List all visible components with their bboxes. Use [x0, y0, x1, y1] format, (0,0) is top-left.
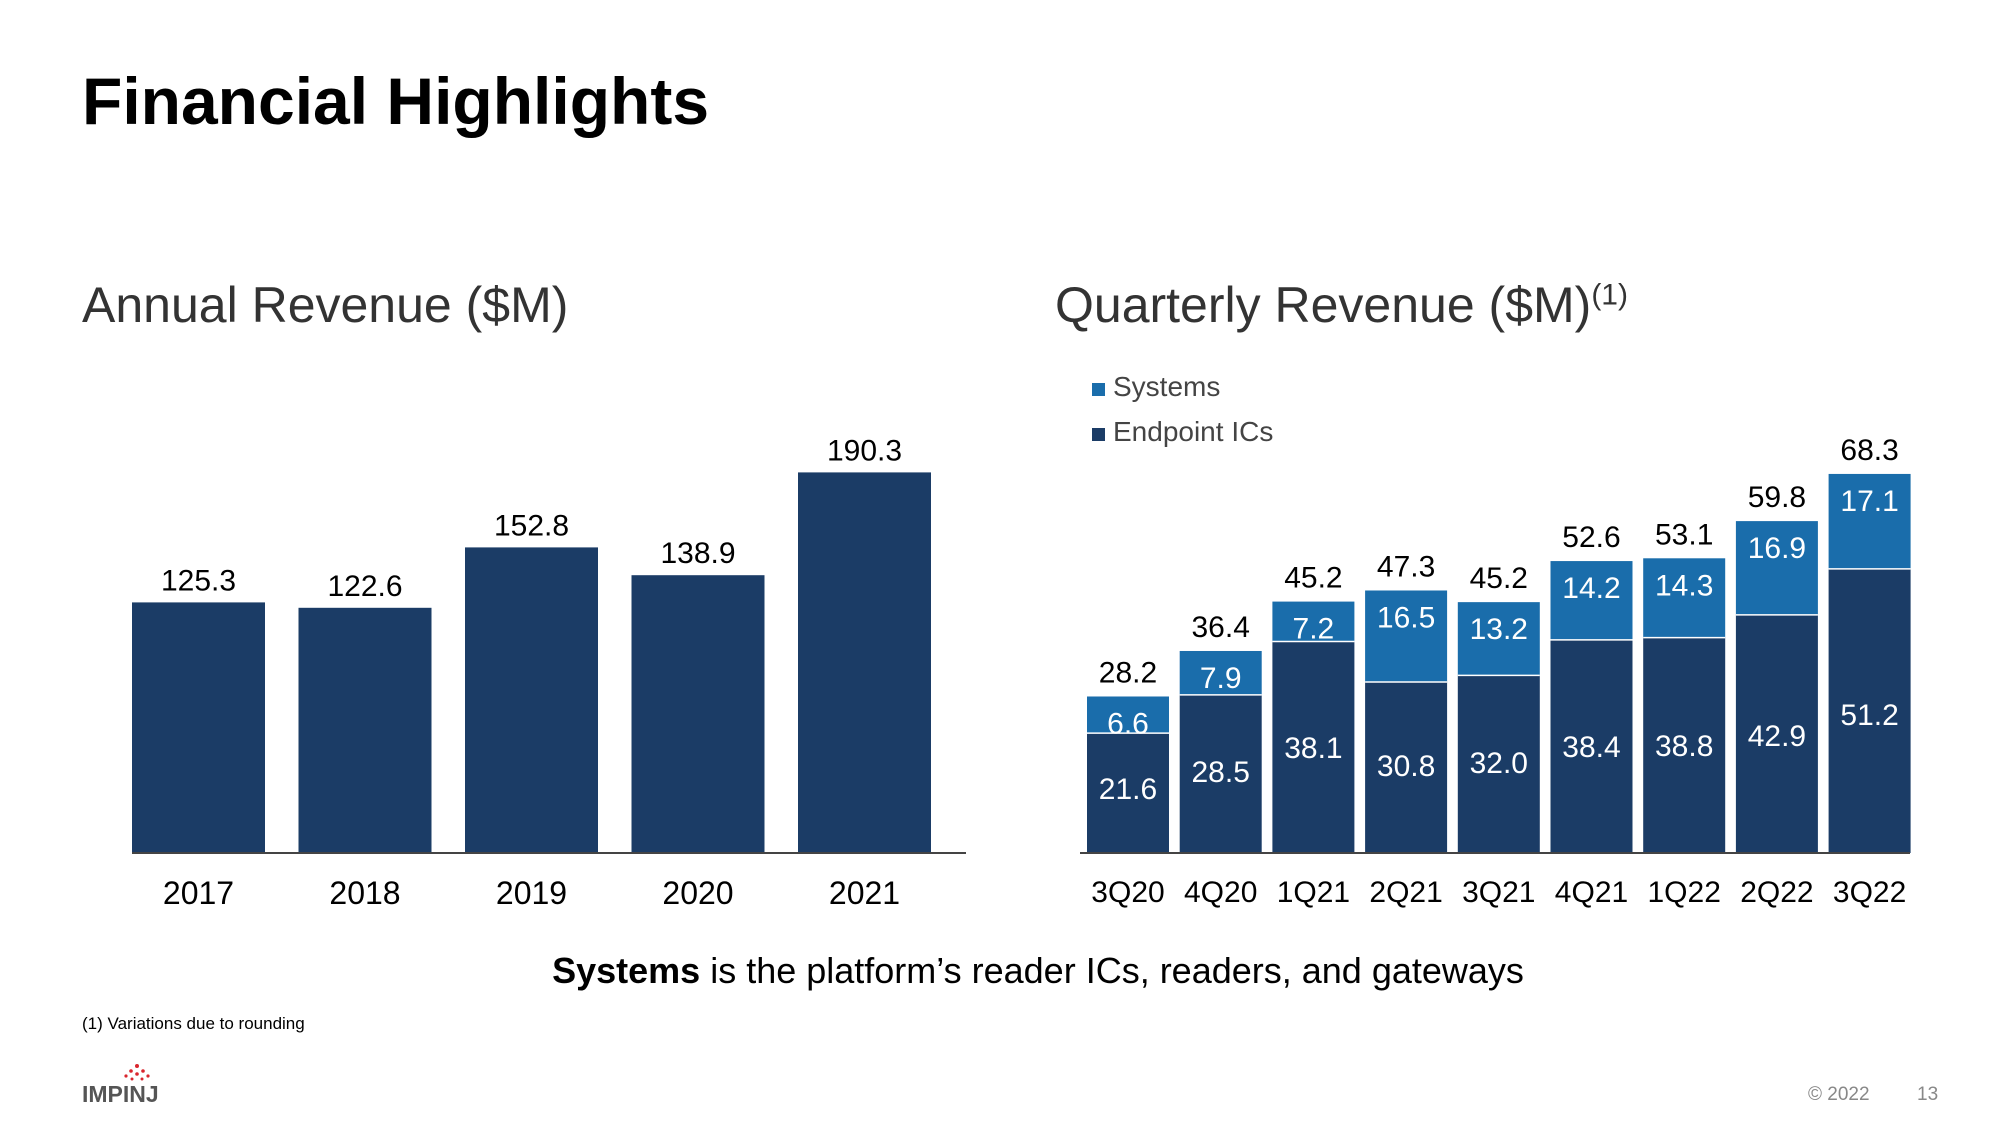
- quarterly-x-tick-1Q22: 1Q22: [1648, 876, 1721, 909]
- quarterly-total-label-4Q21: 52.6: [1562, 521, 1620, 554]
- page-title: Financial Highlights: [82, 64, 710, 138]
- annual-bar-2020: [631, 575, 765, 853]
- quarterly-systems-label-1Q22: 14.3: [1655, 569, 1713, 602]
- legend-label-systems: Systems: [1113, 371, 1220, 402]
- legend-swatch-systems: [1092, 383, 1105, 396]
- annual-value-label-2021: 190.3: [827, 434, 902, 467]
- page-number: 13: [1917, 1084, 1939, 1105]
- quarterly-systems-label-2Q21: 16.5: [1377, 601, 1435, 634]
- quarterly-total-label-2Q22: 59.8: [1748, 481, 1806, 514]
- quarterly-x-tick-2Q22: 2Q22: [1740, 876, 1813, 909]
- quarterly-bar-systems-3Q21: [1457, 602, 1540, 676]
- quarterly-total-label-2Q21: 47.3: [1377, 550, 1435, 583]
- quarterly-x-tick-4Q21: 4Q21: [1555, 876, 1628, 909]
- quarterly-bar-endpoint-2Q21: [1365, 682, 1448, 853]
- quarterly-revenue-chart: Systems Endpoint ICs 6.6 21.6 28.2 3Q20 7.9 28.…: [1080, 371, 1911, 909]
- annual-value-label-2018: 122.6: [327, 570, 402, 603]
- quarterly-bar-systems-3Q22: [1828, 473, 1911, 569]
- quarterly-total-label-4Q20: 36.4: [1192, 611, 1250, 644]
- quarterly-systems-label-4Q20: 7.9: [1200, 662, 1242, 695]
- quarterly-bar-endpoint-3Q20: [1087, 733, 1169, 853]
- quarterly-bar-endpoint-1Q21: [1272, 641, 1355, 853]
- quarterly-bar-systems-2Q21: [1365, 590, 1448, 683]
- quarterly-x-tick-4Q20: 4Q20: [1184, 876, 1257, 909]
- annual-value-label-2020: 138.9: [660, 537, 735, 570]
- logo-wordmark: IMPINJ: [82, 1081, 159, 1104]
- annual-x-tick-2017: 2017: [163, 875, 234, 911]
- quarterly-bar-endpoint-2Q22: [1735, 614, 1818, 853]
- quarterly-bar-endpoint-4Q20: [1179, 694, 1262, 853]
- annual-x-tick-2021: 2021: [829, 875, 900, 911]
- legend-swatch-endpoint-ics: [1092, 428, 1105, 441]
- quarterly-bar-systems-2Q22: [1735, 521, 1818, 615]
- quarterly-chart-title-footnote-mark: (1): [1591, 278, 1628, 312]
- systems-definition-note: Systems is the platform’s reader ICs, re…: [552, 950, 1524, 992]
- quarterly-systems-label-3Q21: 13.2: [1470, 613, 1528, 646]
- quarterly-endpoint-label-3Q22: 51.2: [1840, 699, 1898, 732]
- copyright: © 2022: [1808, 1084, 1870, 1105]
- quarterly-x-tick-3Q21: 3Q21: [1462, 876, 1535, 909]
- annual-x-tick-2020: 2020: [662, 875, 733, 911]
- quarterly-chart-title: Quarterly Revenue ($M)(1): [1055, 280, 1628, 330]
- annual-bar-2017: [132, 602, 265, 853]
- quarterly-x-tick-1Q21: 1Q21: [1277, 876, 1350, 909]
- quarterly-systems-label-3Q22: 17.1: [1840, 485, 1898, 518]
- quarterly-bar-systems-4Q21: [1550, 561, 1633, 640]
- quarterly-endpoint-label-3Q21: 32.0: [1470, 747, 1528, 780]
- quarterly-endpoint-label-2Q22: 42.9: [1748, 720, 1806, 753]
- annual-value-label-2019: 152.8: [494, 509, 569, 542]
- quarterly-total-label-3Q22: 68.3: [1840, 434, 1898, 467]
- quarterly-bar-endpoint-3Q22: [1828, 568, 1911, 853]
- quarterly-endpoint-label-1Q22: 38.8: [1655, 730, 1713, 763]
- annual-chart-title: Annual Revenue ($M): [82, 277, 569, 333]
- annual-bar-2021: [798, 472, 931, 853]
- annual-revenue-chart: 125.3 2017 122.6 2018 152.8 2019 138.9 2020 190.…: [132, 434, 966, 911]
- quarterly-total-label-3Q21: 45.2: [1470, 562, 1528, 595]
- quarterly-endpoint-label-2Q21: 30.8: [1377, 750, 1435, 783]
- quarterly-bar-endpoint-1Q22: [1643, 637, 1726, 853]
- quarterly-total-label-3Q20: 28.2: [1099, 656, 1157, 689]
- quarterly-systems-label-3Q20: 6.6: [1107, 707, 1149, 740]
- quarterly-systems-label-4Q21: 14.2: [1562, 572, 1620, 605]
- quarterly-systems-label-1Q21: 7.2: [1293, 613, 1335, 646]
- legend-label-endpoint-ics: Endpoint ICs: [1113, 416, 1273, 447]
- impinj-logo: IMPINJ: [82, 1064, 159, 1104]
- note-bold-term: Systems: [552, 950, 701, 991]
- annual-bar-2018: [298, 607, 432, 853]
- annual-x-tick-2019: 2019: [496, 875, 567, 911]
- quarterly-bar-systems-1Q22: [1643, 558, 1726, 638]
- quarterly-x-tick-3Q22: 3Q22: [1833, 876, 1906, 909]
- quarterly-x-tick-2Q21: 2Q21: [1369, 876, 1442, 909]
- quarterly-bar-systems-1Q21: [1272, 601, 1355, 642]
- quarterly-endpoint-label-1Q21: 38.1: [1284, 732, 1342, 765]
- quarterly-bar-endpoint-3Q21: [1457, 675, 1540, 853]
- quarterly-total-label-1Q21: 45.2: [1284, 562, 1342, 595]
- quarterly-bar-systems-3Q20: [1087, 696, 1169, 734]
- quarterly-x-tick-3Q20: 3Q20: [1091, 876, 1164, 909]
- quarterly-systems-label-2Q22: 16.9: [1748, 532, 1806, 565]
- quarterly-endpoint-label-4Q21: 38.4: [1562, 731, 1620, 764]
- annual-value-label-2017: 125.3: [161, 564, 236, 597]
- quarterly-bar-systems-4Q20: [1179, 650, 1262, 695]
- footnote: (1) Variations due to rounding: [82, 1014, 305, 1033]
- quarterly-total-label-1Q22: 53.1: [1655, 518, 1713, 551]
- quarterly-chart-title-text: Quarterly Revenue ($M): [1055, 277, 1592, 333]
- annual-bar-2019: [465, 547, 598, 853]
- quarterly-endpoint-label-4Q20: 28.5: [1192, 756, 1250, 789]
- annual-x-tick-2018: 2018: [329, 875, 400, 911]
- logo-dots-icon: [124, 1064, 150, 1081]
- note-text: is the platform’s reader ICs, readers, a…: [700, 950, 1524, 991]
- quarterly-endpoint-label-3Q20: 21.6: [1099, 773, 1157, 806]
- quarterly-bar-endpoint-4Q21: [1550, 639, 1633, 853]
